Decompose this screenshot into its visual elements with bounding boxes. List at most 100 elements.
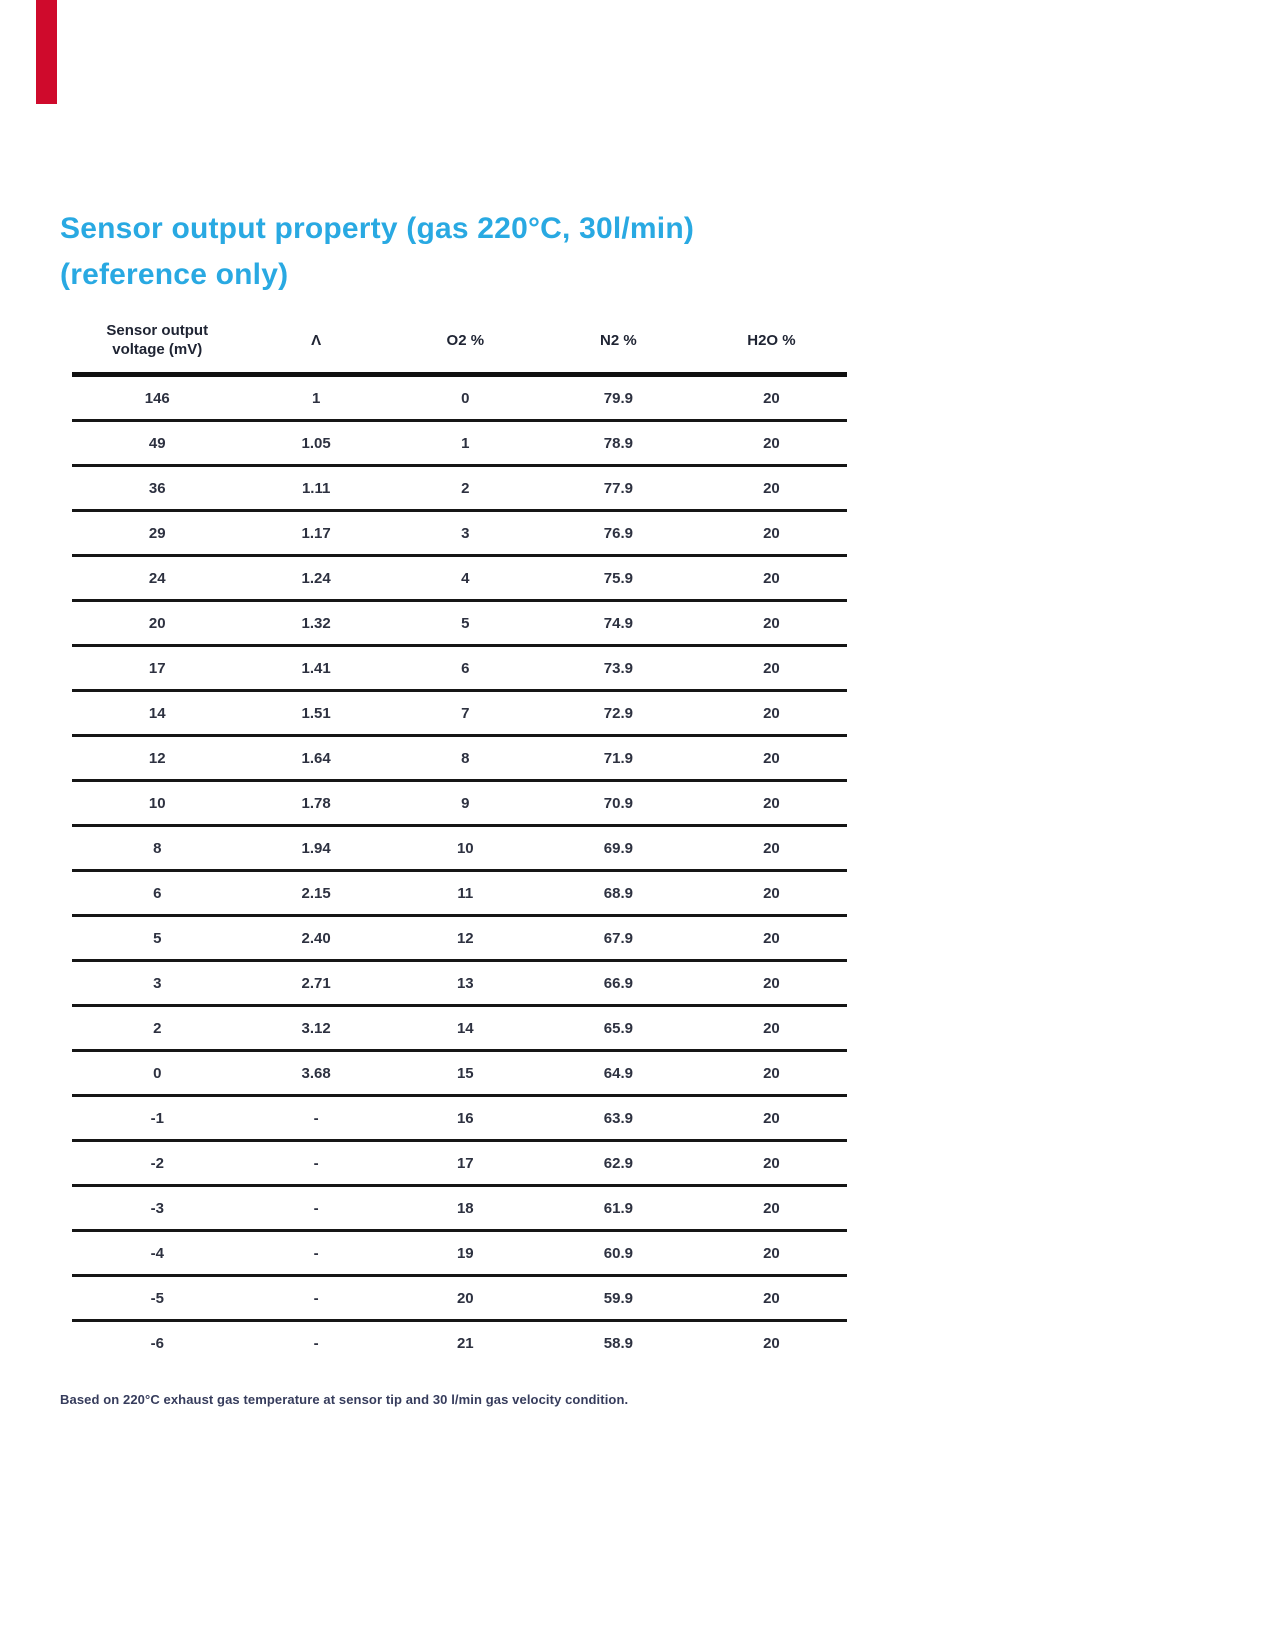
table-cell: 1.94	[301, 839, 331, 857]
table-row: 36 1.11 2 77.9 20	[72, 466, 847, 511]
table-cell: -	[313, 1154, 319, 1172]
table-cell: 3	[153, 974, 162, 992]
table-row: -1 - 16 63.9 20	[72, 1096, 847, 1141]
table-cell: -	[313, 1289, 319, 1307]
table-cell: 10	[456, 839, 474, 857]
table-cell: -5	[150, 1289, 164, 1307]
table-row: 2 3.12 14 65.9 20	[72, 1006, 847, 1051]
table-row: -6 - 21 58.9 20	[72, 1321, 847, 1365]
table-cell: 21	[456, 1334, 474, 1352]
table-cell: 20	[763, 1019, 780, 1037]
table-cell: 8	[461, 749, 470, 767]
table-cell: 12	[148, 749, 166, 767]
table-cell: 29	[148, 524, 166, 542]
table-row: 49 1.05 1 78.9 20	[72, 421, 847, 466]
table-cell: 20	[763, 569, 780, 587]
table-cell: 20	[763, 1289, 780, 1307]
column-header-n2-percent: N2 %	[600, 331, 637, 349]
table-cell: -6	[150, 1334, 164, 1352]
table-cell: 20	[763, 1109, 780, 1127]
table-cell: 20	[763, 524, 780, 542]
table-cell: 20	[763, 794, 780, 812]
table-row: 0 3.68 15 64.9 20	[72, 1051, 847, 1096]
table-cell: 1.24	[301, 569, 331, 587]
table-cell: 78.9	[603, 434, 633, 452]
table-row: 20 1.32 5 74.9 20	[72, 601, 847, 646]
table-cell: 20	[763, 614, 780, 632]
table-cell: 20	[763, 704, 780, 722]
table-row: 3 2.71 13 66.9 20	[72, 961, 847, 1006]
table-cell: 20	[763, 1199, 780, 1217]
table-cell: -2	[150, 1154, 164, 1172]
table-cell: 8	[153, 839, 162, 857]
table-cell: 2.71	[301, 974, 331, 992]
table-cell: 20	[763, 1064, 780, 1082]
sensor-output-table: Sensor output voltage (mV) Λ O2 % N2 % H…	[72, 314, 847, 1364]
table-cell: 13	[456, 974, 474, 992]
table-cell: -4	[150, 1244, 164, 1262]
table-cell: 4	[461, 569, 470, 587]
table-cell: -	[313, 1244, 319, 1262]
table-cell: 20	[763, 659, 780, 677]
table-cell: 20	[763, 929, 780, 947]
table-cell: 1	[311, 389, 321, 407]
table-cell: 66.9	[603, 974, 633, 992]
table-cell: 1.78	[301, 794, 331, 812]
table-cell: 62.9	[603, 1154, 633, 1172]
table-cell: 0	[461, 389, 470, 407]
table-row: 24 1.24 4 75.9 20	[72, 556, 847, 601]
table-cell: 58.9	[603, 1334, 633, 1352]
table-cell: 2.15	[301, 884, 331, 902]
table-cell: -	[313, 1334, 319, 1352]
table-row: -4 - 19 60.9 20	[72, 1231, 847, 1276]
table-cell: 20	[763, 884, 780, 902]
table-body: 146 1 0 79.9 20 49 1.05 1 78.9 20 36 1.11 2 77.9 20 29 1…	[72, 375, 847, 1365]
table-cell: 72.9	[603, 704, 633, 722]
table-cell: 11	[457, 884, 474, 902]
table-cell: 0	[153, 1064, 162, 1082]
table-cell: 1.64	[301, 749, 331, 767]
table-cell: 20	[763, 974, 780, 992]
table-cell: -	[313, 1199, 319, 1217]
table-cell: 75.9	[603, 569, 633, 587]
table-cell: 1.05	[301, 434, 331, 452]
column-header-h2o-percent: H2O %	[747, 331, 796, 349]
table-row: -2 - 17 62.9 20	[72, 1141, 847, 1186]
column-header-sensor-output-voltage: Sensor output voltage (mV)	[106, 322, 209, 358]
table-cell: 18	[456, 1199, 474, 1217]
table-cell: 59.9	[603, 1289, 633, 1307]
table-cell: 20	[456, 1289, 474, 1307]
table-cell: 17	[148, 659, 166, 677]
table-footnote: Based on 220°C exhaust gas temperature a…	[60, 1392, 629, 1407]
page-title-line-1: Sensor output property (gas 220°C, 30l/m…	[60, 212, 695, 245]
table-cell: 19	[456, 1244, 474, 1262]
table-cell: 9	[461, 794, 470, 812]
table-row: -5 - 20 59.9 20	[72, 1276, 847, 1321]
table-cell: 14	[148, 704, 166, 722]
table-cell: 5	[153, 929, 162, 947]
table-cell: 69.9	[603, 839, 633, 857]
table-row: 146 1 0 79.9 20	[72, 375, 847, 421]
table-cell: 49	[148, 434, 166, 452]
table-cell: 1.41	[301, 659, 331, 677]
table-row: -3 - 18 61.9 20	[72, 1186, 847, 1231]
table-cell: 3.68	[301, 1064, 331, 1082]
table-cell: 2.40	[301, 929, 331, 947]
table-cell: 1	[461, 434, 470, 452]
table-row: 10 1.78 9 70.9 20	[72, 781, 847, 826]
table-cell: 61.9	[603, 1199, 633, 1217]
table-row: 8 1.94 10 69.9 20	[72, 826, 847, 871]
table-cell: 74.9	[603, 614, 633, 632]
table-header: Sensor output voltage (mV) Λ O2 % N2 % H…	[72, 314, 847, 375]
page-content: Sensor output property (gas 220°C, 30l/m…	[60, 206, 860, 1407]
table-cell: 60.9	[603, 1244, 633, 1262]
table-cell: 20	[763, 389, 780, 407]
table-cell: 14	[456, 1019, 474, 1037]
table-cell: 64.9	[603, 1064, 633, 1082]
table-cell: 20	[763, 1244, 780, 1262]
table-cell: 15	[456, 1064, 474, 1082]
table-cell: 7	[461, 704, 470, 722]
red-accent-bar	[36, 0, 57, 104]
table-cell: 77.9	[603, 479, 633, 497]
